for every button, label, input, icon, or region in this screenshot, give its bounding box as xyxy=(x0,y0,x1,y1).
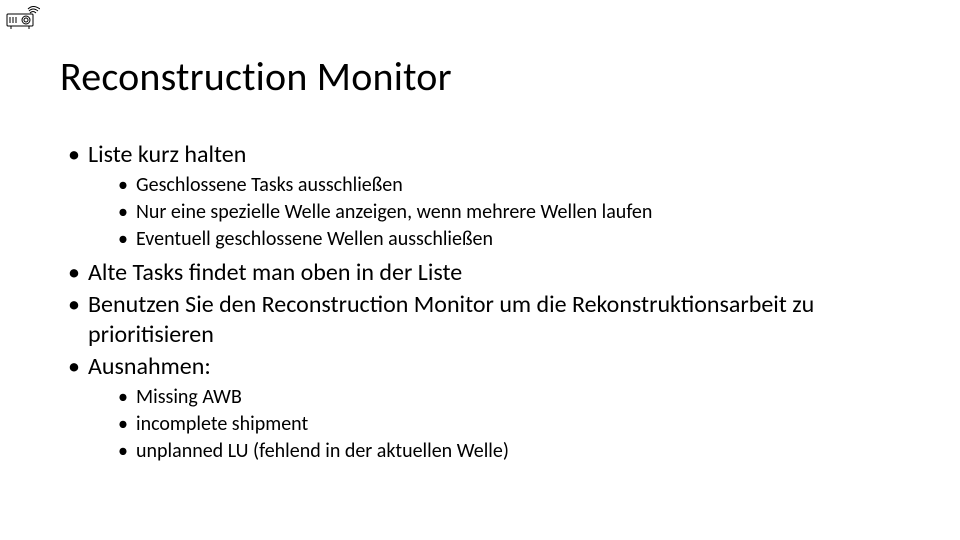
bullet-text: unplanned LU (fehlend in der aktuellen W… xyxy=(136,439,509,463)
bullet-list-level2: Geschlossene Tasks ausschließen Nur eine… xyxy=(88,172,900,252)
bullet-text: Ausnahmen: xyxy=(88,352,211,381)
bullet-list-level2: Missing AWB incomplete shipment unplanne… xyxy=(88,384,900,464)
bullet-text: Liste kurz halten xyxy=(88,140,246,169)
list-item: unplanned LU (fehlend in der aktuellen W… xyxy=(88,438,900,464)
bullet-text: Geschlossene Tasks ausschließen xyxy=(136,173,403,197)
slide: Reconstruction Monitor Liste kurz halten… xyxy=(0,0,960,540)
projector-icon xyxy=(6,4,40,35)
bullet-text: Missing AWB xyxy=(136,385,242,409)
bullet-text: Nur eine spezielle Welle anzeigen, wenn … xyxy=(136,200,652,224)
slide-title: Reconstruction Monitor xyxy=(60,52,452,101)
bullet-text: incomplete shipment xyxy=(136,412,308,436)
bullet-list-level1: Liste kurz halten Geschlossene Tasks aus… xyxy=(60,140,900,464)
bullet-text: Alte Tasks findet man oben in der Liste xyxy=(88,258,462,287)
list-item: Liste kurz halten Geschlossene Tasks aus… xyxy=(60,140,900,252)
list-item: Missing AWB xyxy=(88,384,900,410)
list-item: Alte Tasks findet man oben in der Liste xyxy=(60,258,900,288)
list-item: Eventuell geschlossene Wellen ausschließ… xyxy=(88,226,900,252)
list-item: Ausnahmen: Missing AWB incomplete shipme… xyxy=(60,352,900,464)
list-item: incomplete shipment xyxy=(88,411,900,437)
slide-content: Liste kurz halten Geschlossene Tasks aus… xyxy=(60,140,900,470)
bullet-text: Benutzen Sie den Reconstruction Monitor … xyxy=(88,290,814,349)
list-item: Geschlossene Tasks ausschließen xyxy=(88,172,900,198)
list-item: Benutzen Sie den Reconstruction Monitor … xyxy=(60,290,900,350)
list-item: Nur eine spezielle Welle anzeigen, wenn … xyxy=(88,199,900,225)
bullet-text: Eventuell geschlossene Wellen ausschließ… xyxy=(136,227,493,251)
